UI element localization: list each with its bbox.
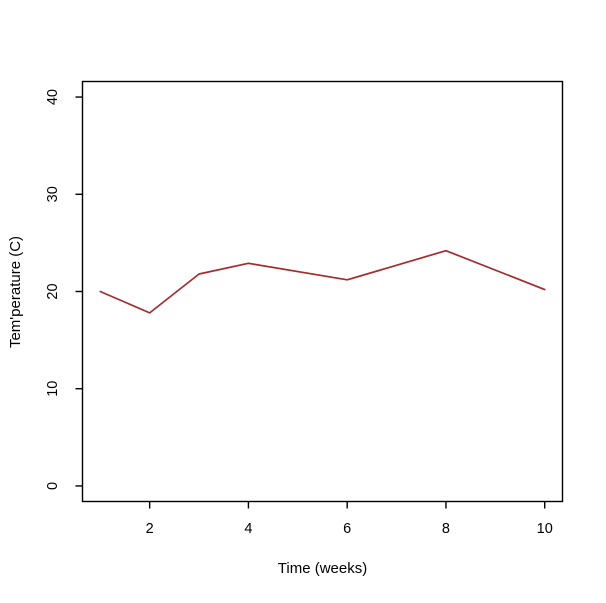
x-tick-label: 6 [343,521,351,537]
y-axis-title: Tem'perature (C) [7,236,24,348]
x-axis-title: Time (weeks) [278,560,367,577]
x-tick-label: 8 [442,521,450,537]
x-tick-label: 4 [244,521,252,537]
y-axis: 0 10 20 30 40 [45,89,83,490]
x-tick-label: 10 [537,521,553,537]
temperature-series-line [99,249,546,314]
y-tick-label: 0 [45,482,61,490]
x-axis: 2 4 6 8 10 [146,501,553,537]
plot-box-border [81,80,564,503]
x-tick-label: 2 [146,521,154,537]
y-tick-label: 20 [45,283,61,299]
y-tick-label: 30 [45,186,61,202]
y-tick-label: 10 [45,381,61,397]
y-tick-label: 40 [45,89,61,105]
